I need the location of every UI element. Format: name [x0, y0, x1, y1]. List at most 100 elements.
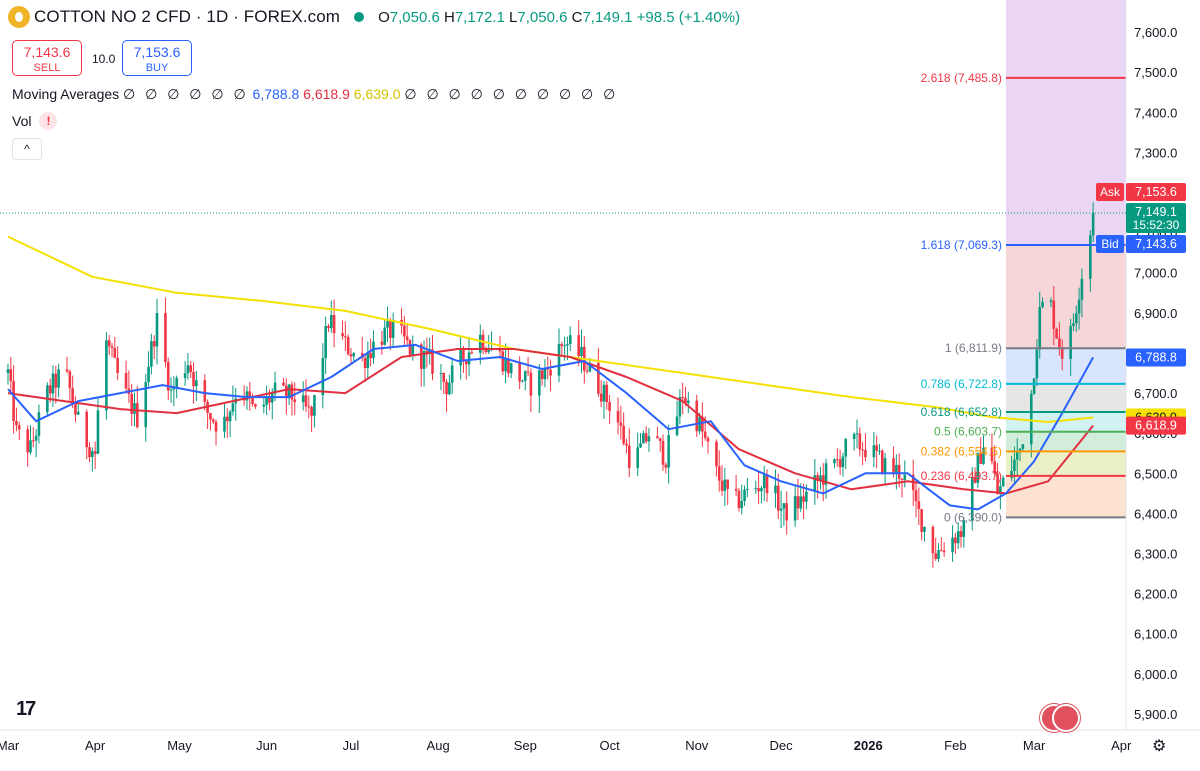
candle-body	[774, 485, 777, 494]
candle-body	[301, 395, 305, 403]
candle-body	[841, 456, 845, 468]
candle-body	[622, 425, 625, 444]
candle-body	[48, 385, 52, 394]
candle-body	[268, 396, 271, 403]
candle-body	[459, 350, 462, 366]
candle-body	[478, 334, 482, 353]
candle-body	[251, 398, 254, 405]
candle-body	[726, 479, 729, 489]
candle-body	[996, 473, 999, 495]
candle-body	[956, 531, 960, 544]
sell-button[interactable]: 7,143.6 SELL	[12, 40, 82, 76]
symbol-title[interactable]: COTTON NO 2 CFD · 1D · FOREX.com	[34, 7, 341, 26]
time-axis[interactable]: Mar Apr May Jun Jul Aug Sep Oct Nov Dec 2026 Feb Mar…	[0, 729, 1200, 753]
candle-body	[1089, 235, 1092, 279]
x-tick-label: Mar	[0, 738, 20, 753]
candle-body	[852, 434, 856, 440]
candle-body	[96, 410, 100, 454]
fib-label-2.618: 2.618 (7,485.8)	[921, 71, 1002, 85]
candle-body	[743, 489, 746, 501]
tradingview-logo[interactable]: 17	[16, 698, 36, 720]
candle-body	[625, 443, 628, 446]
candle-body	[150, 341, 153, 367]
candle-body	[970, 476, 974, 521]
candle-body	[144, 382, 148, 428]
candle-body	[557, 344, 561, 376]
candle-body	[687, 400, 690, 403]
candle-body	[951, 537, 954, 553]
candle-body	[602, 384, 606, 402]
candle-body	[703, 431, 707, 439]
y-tick-label: 6,500.0	[1134, 466, 1177, 481]
volume-legend[interactable]: Vol !	[12, 112, 58, 130]
candle-body	[549, 369, 552, 376]
y-tick-label: 5,900.0	[1134, 707, 1177, 722]
cotton-logo-icon	[8, 6, 30, 28]
candle-body	[1055, 328, 1058, 339]
price-tag: 7,143.6 Bid	[1096, 235, 1186, 253]
candle-body	[715, 441, 718, 467]
candle-body	[287, 384, 291, 398]
candle-body	[872, 445, 876, 458]
candle-body	[445, 381, 448, 395]
buy-button[interactable]: 7,153.6 BUY	[122, 40, 192, 76]
candle-body	[386, 321, 389, 328]
fib-label-1: 1 (6,811.9)	[945, 341, 1002, 355]
candle-body	[675, 416, 679, 436]
candle-body	[1077, 299, 1081, 314]
candle-body	[324, 326, 327, 359]
candle-body	[793, 496, 797, 521]
candle-body	[568, 335, 572, 344]
ma-empty-values-2: ∅ ∅ ∅ ∅ ∅ ∅ ∅ ∅ ∅ ∅	[404, 86, 619, 102]
candle-body	[636, 447, 640, 468]
warning-icon[interactable]: !	[39, 112, 58, 130]
moving-averages-legend[interactable]: Moving Averages ∅ ∅ ∅ ∅ ∅ ∅ 6,788.8 6,61…	[12, 86, 618, 103]
candle-body	[186, 365, 190, 374]
candle-body	[737, 490, 741, 509]
price-tag-box	[1126, 183, 1186, 201]
candle-body	[285, 385, 288, 398]
candle-body	[169, 389, 173, 391]
candle-body	[805, 491, 808, 502]
candle-body	[293, 399, 297, 403]
candle-body	[419, 344, 423, 369]
price-tag-value: 6,618.9	[1135, 419, 1177, 433]
y-tick-label: 6,900.0	[1134, 306, 1177, 321]
candle-body	[1029, 393, 1033, 445]
ma-empty-values: ∅ ∅ ∅ ∅ ∅ ∅	[123, 86, 249, 102]
collapse-legend-button[interactable]: ^	[12, 138, 42, 160]
candle-body	[484, 349, 488, 353]
candle-body	[307, 406, 311, 408]
candle-body	[57, 369, 60, 388]
price-tag-label: Ask	[1100, 185, 1121, 199]
close-value: 7,149.1	[582, 8, 633, 26]
x-tick-label: Sep	[514, 738, 537, 753]
candle-body	[678, 397, 682, 417]
price-tag: 6,788.8	[1126, 348, 1186, 367]
candle-body	[110, 346, 114, 349]
candle-body	[529, 372, 533, 396]
candle-body	[1069, 325, 1072, 359]
candle-body	[504, 358, 507, 372]
candle-body	[577, 335, 580, 356]
y-tick-label: 6,100.0	[1134, 627, 1177, 642]
candle-body	[605, 384, 609, 403]
candle-body	[366, 353, 370, 369]
fib-zone-0.786	[1005, 348, 1126, 384]
moving-average-lines	[7, 235, 1094, 511]
candle-body	[405, 336, 409, 341]
candle-body	[6, 369, 10, 374]
candle-body	[32, 440, 35, 442]
candle-body	[130, 394, 133, 414]
candle-body	[858, 433, 862, 450]
candle-body	[880, 450, 884, 473]
y-tick-label: 6,400.0	[1134, 506, 1177, 521]
candle-body	[566, 343, 569, 346]
us-flag-icon-2[interactable]	[1052, 704, 1080, 732]
fib-label-0.382: 0.382 (6,554.5)	[921, 444, 1002, 458]
candle-body	[597, 362, 600, 394]
candle-body	[982, 447, 985, 464]
gear-icon[interactable]: ⚙	[1152, 738, 1167, 755]
y-tick-label: 7,600.0	[1134, 25, 1177, 40]
